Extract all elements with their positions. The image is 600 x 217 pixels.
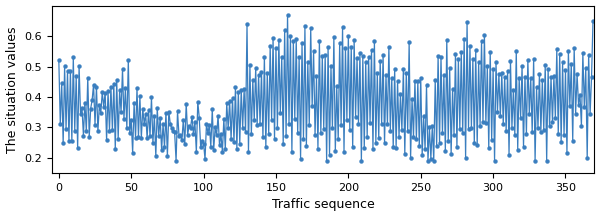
- Y-axis label: The situation values: The situation values: [5, 26, 19, 153]
- X-axis label: Traffic sequence: Traffic sequence: [272, 198, 374, 211]
